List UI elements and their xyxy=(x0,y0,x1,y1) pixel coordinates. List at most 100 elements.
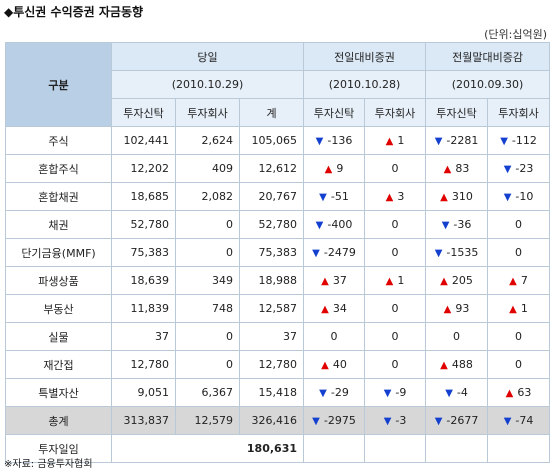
delta-cell: 0 xyxy=(303,322,366,351)
delta-cell: ▼ -74 xyxy=(487,406,551,435)
empty-cell xyxy=(487,434,551,463)
delta-cell: 0 xyxy=(487,238,551,267)
up-triangle-icon: ▲ xyxy=(440,192,448,203)
delta-cell: 0 xyxy=(364,294,427,323)
company-value: 2,082 xyxy=(175,182,240,211)
up-triangle-icon: ▲ xyxy=(385,136,394,147)
total-value: 52,780 xyxy=(238,210,305,239)
delta-cell: ▼ -36 xyxy=(425,210,489,239)
delta-cell: ▲ 83 xyxy=(425,154,489,183)
delta-value: 310 xyxy=(451,190,473,203)
delta-cell: ▲ 1 xyxy=(487,294,551,323)
trust-value: 313,837 xyxy=(111,406,176,435)
company-value: 6,367 xyxy=(175,378,240,407)
up-triangle-icon: ▲ xyxy=(321,276,329,287)
delta-value: 9 xyxy=(336,162,344,175)
header-group-today: 당일 xyxy=(110,42,305,71)
delta-cell: 0 xyxy=(364,350,427,379)
row-label: 총계 xyxy=(5,406,112,435)
delta-cell: ▲ 40 xyxy=(303,350,366,379)
header-group-prev-day: 전일대비증권 xyxy=(303,42,427,71)
delta-value: -74 xyxy=(515,414,534,427)
total-value: 75,383 xyxy=(238,238,305,267)
header-date-prev-day: (2010.10.28) xyxy=(303,70,427,99)
delta-cell: ▼ -3 xyxy=(364,406,427,435)
row-label: 혼합채권 xyxy=(5,182,112,211)
delta-value: 0 xyxy=(391,330,399,343)
delta-cell: ▲ 488 xyxy=(425,350,489,379)
row-label: 주식 xyxy=(5,126,112,155)
down-triangle-icon: ▼ xyxy=(319,192,327,203)
row-label: 단기금융(MMF) xyxy=(5,238,112,267)
delta-value: -3 xyxy=(395,414,407,427)
total-value: 37 xyxy=(238,322,305,351)
table-row: 재간접 12,780 0 12,780 ▲ 40 0 ▲ 488 0 xyxy=(5,350,551,379)
total-value: 326,416 xyxy=(238,406,305,435)
down-triangle-icon: ▼ xyxy=(503,164,512,175)
delta-value: -136 xyxy=(327,134,353,147)
company-value: 2,624 xyxy=(175,126,240,155)
delta-cell: 0 xyxy=(487,350,551,379)
trust-value: 52,780 xyxy=(111,210,176,239)
delta-value: 0 xyxy=(391,358,399,371)
trust-value: 9,051 xyxy=(111,378,176,407)
down-triangle-icon: ▼ xyxy=(315,220,324,231)
header-sub-trust: 투자신탁 xyxy=(303,98,366,127)
company-value: 409 xyxy=(175,154,240,183)
row-label: 투자일임 xyxy=(5,434,112,463)
header-sub-total: 계 xyxy=(238,98,305,127)
delta-cell: 0 xyxy=(425,322,489,351)
company-value: 0 xyxy=(175,210,240,239)
up-triangle-icon: ▲ xyxy=(443,304,452,315)
delta-value: 0 xyxy=(515,246,523,259)
delta-cell: ▼ -136 xyxy=(303,126,366,155)
down-triangle-icon: ▼ xyxy=(503,192,512,203)
delta-value: 205 xyxy=(451,274,473,287)
header-date-prev-month: (2010.09.30) xyxy=(425,70,551,99)
down-triangle-icon: ▼ xyxy=(503,416,512,427)
table-row: 특별자산 9,051 6,367 15,418 ▼ -29 ▼ -9 ▼ -4 ▲ 63 xyxy=(5,378,551,407)
row-label: 특별자산 xyxy=(5,378,112,407)
delta-value: 1 xyxy=(397,274,405,287)
delta-cell: ▲ 1 xyxy=(364,126,427,155)
empty-cell xyxy=(364,434,427,463)
delta-value: 40 xyxy=(332,358,347,371)
delta-cell: ▼ -10 xyxy=(487,182,551,211)
delta-value: 34 xyxy=(332,302,347,315)
delta-value: 0 xyxy=(391,246,399,259)
row-label: 채권 xyxy=(5,210,112,239)
up-triangle-icon: ▲ xyxy=(505,388,514,399)
up-triangle-icon: ▲ xyxy=(509,276,517,287)
row-label: 실물 xyxy=(5,322,112,351)
table-row: 단기금융(MMF) 75,383 0 75,383 ▼ -2479 0 ▼ -1535 0 xyxy=(5,238,551,267)
trust-value: 18,685 xyxy=(111,182,176,211)
delta-cell: ▼ -9 xyxy=(364,378,427,407)
total-row: 총계 313,837 12,579 326,416 ▼ -2975 ▼ -3 ▼ -2677 ▼ -7… xyxy=(5,406,551,435)
delta-cell: 0 xyxy=(364,210,427,239)
row-label: 재간접 xyxy=(5,350,112,379)
delta-cell: 0 xyxy=(487,322,551,351)
trust-value: 102,441 xyxy=(111,126,176,155)
company-value: 748 xyxy=(175,294,240,323)
delta-cell: ▲ 205 xyxy=(425,266,489,295)
down-triangle-icon: ▼ xyxy=(315,136,324,147)
down-triangle-icon: ▼ xyxy=(434,136,443,147)
table-row: 실물 37 0 37 0 0 0 0 xyxy=(5,322,551,351)
delta-cell: ▲ 63 xyxy=(487,378,551,407)
total-value: 105,065 xyxy=(238,126,305,155)
delta-cell: ▲ 9 xyxy=(303,154,366,183)
down-triangle-icon: ▼ xyxy=(500,136,508,147)
up-triangle-icon: ▲ xyxy=(321,360,329,371)
empty-cell xyxy=(303,434,366,463)
delta-value: 0 xyxy=(515,330,523,343)
fund-flow-table: 구분 당일 전일대비증권 전월말대비증감 (2010.10.29) (2010.… xyxy=(5,42,551,463)
page-title: ◆투신권 수익증권 자금동향 xyxy=(4,5,144,19)
delta-value: -400 xyxy=(327,218,353,231)
delta-value: 1 xyxy=(520,302,528,315)
row-label: 혼합주식 xyxy=(5,154,112,183)
investment-row: 투자일임 180,631 xyxy=(5,434,551,463)
total-value: 20,767 xyxy=(238,182,305,211)
delta-cell: ▲ 37 xyxy=(303,266,366,295)
down-triangle-icon: ▼ xyxy=(441,220,450,231)
delta-value: 93 xyxy=(455,302,470,315)
